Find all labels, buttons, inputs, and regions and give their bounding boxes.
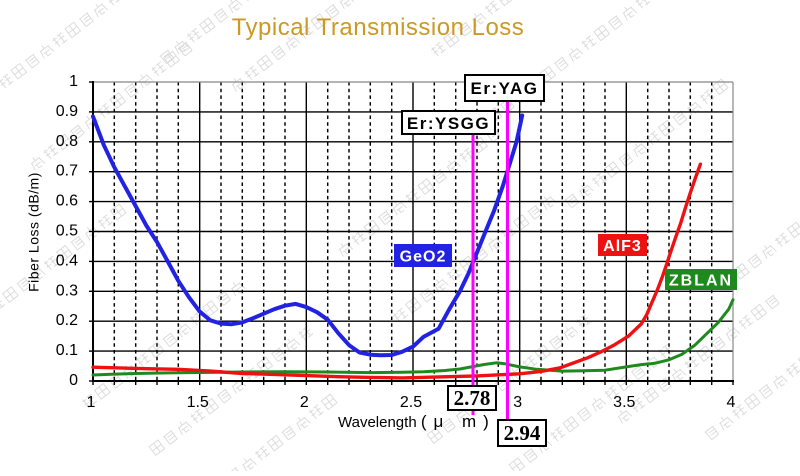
svg-text:0.2: 0.2 <box>56 312 78 329</box>
svg-text:0.1: 0.1 <box>56 342 78 359</box>
svg-text:0.9: 0.9 <box>56 103 78 120</box>
svg-text:0.5: 0.5 <box>56 223 78 240</box>
svg-text:1: 1 <box>87 394 96 411</box>
svg-text:0.7: 0.7 <box>56 163 78 180</box>
svg-text:2.78: 2.78 <box>454 386 491 410</box>
svg-text:4: 4 <box>727 394 736 411</box>
svg-text:2.94: 2.94 <box>504 421 541 445</box>
svg-text:2.5: 2.5 <box>400 394 422 411</box>
svg-text:1: 1 <box>69 73 78 90</box>
svg-text:3: 3 <box>513 394 522 411</box>
svg-text:Wavelength (μ m): Wavelength (μ m) <box>338 412 496 431</box>
svg-text:0.8: 0.8 <box>56 133 78 150</box>
svg-text:0: 0 <box>69 372 78 389</box>
svg-text:0.4: 0.4 <box>56 252 78 269</box>
svg-text:AlF3: AlF3 <box>603 238 642 255</box>
svg-text:0.3: 0.3 <box>56 282 78 299</box>
svg-text:0.6: 0.6 <box>56 193 78 210</box>
svg-text:ZBLAN: ZBLAN <box>669 273 733 290</box>
svg-text:Typical Transmission Loss: Typical Transmission Loss <box>232 14 525 41</box>
svg-text:1.5: 1.5 <box>187 394 209 411</box>
svg-text:3.5: 3.5 <box>613 394 635 411</box>
svg-text:Er:YAG: Er:YAG <box>471 79 539 98</box>
svg-text:Er:YSGG: Er:YSGG <box>407 114 490 133</box>
svg-text:Fiber Loss (dB/m): Fiber Loss (dB/m) <box>26 172 42 292</box>
svg-text:GeO2: GeO2 <box>400 249 447 266</box>
svg-text:2: 2 <box>300 394 309 411</box>
